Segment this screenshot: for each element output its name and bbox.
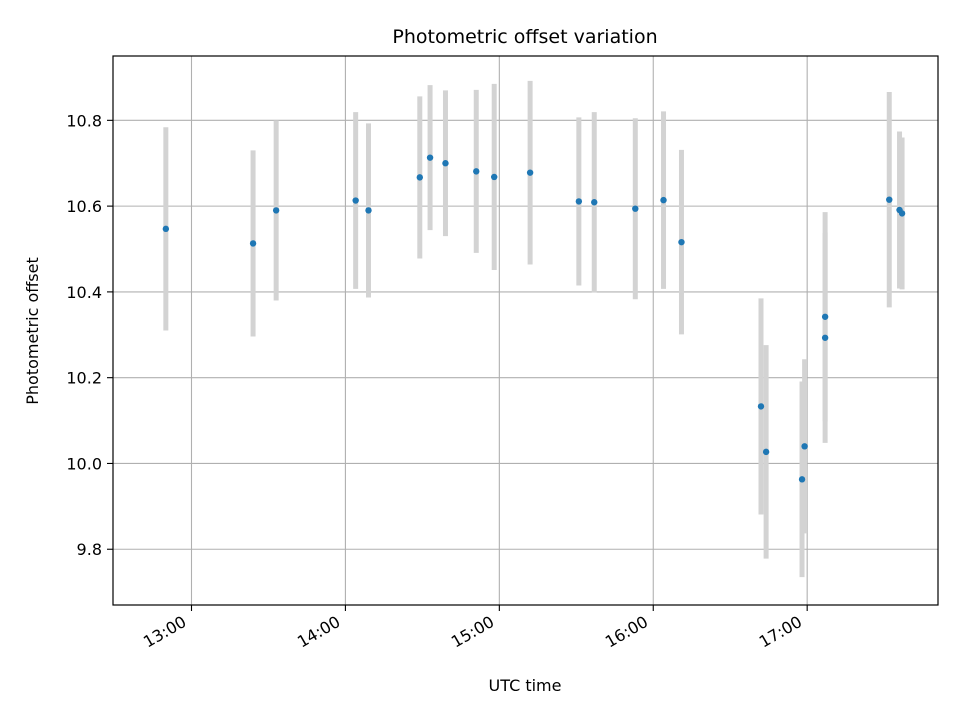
data-point [416,174,424,181]
data-point [575,198,583,205]
data-point [426,154,434,161]
data-point [352,197,359,204]
y-tick-label: 10.2 [66,369,102,388]
data-point [591,199,598,206]
data-point [365,207,372,214]
data-point [249,240,257,247]
data-point [801,443,808,450]
chart-title: Photometric offset variation [392,26,657,48]
data-point [660,196,667,204]
y-tick-label: 9.8 [77,540,102,559]
y-tick-label: 10.8 [66,111,102,130]
x-axis-label: UTC time [489,676,562,695]
data-point [473,168,480,175]
point-layer [162,154,906,483]
y-axis-ticks: 9.8 10.0 10.2 10.4 10.6 10.8 [66,111,113,559]
data-point [526,169,534,176]
data-point [886,196,893,203]
y-tick-label: 10.0 [66,454,102,473]
grid-layer [113,56,938,605]
data-point [162,225,170,233]
data-point [762,448,770,456]
y-tick-label: 10.6 [66,197,102,216]
y-axis-label: Photometric offset [23,257,42,405]
data-point [757,403,765,410]
data-point [678,238,685,246]
data-point [821,334,829,341]
data-point [272,207,280,214]
data-point [442,160,449,167]
data-point [798,476,806,483]
y-tick-label: 10.4 [66,283,102,302]
data-point [491,173,498,181]
data-point [821,313,829,320]
data-point [632,205,639,212]
plot-frame [112,55,939,606]
data-point [898,210,906,217]
